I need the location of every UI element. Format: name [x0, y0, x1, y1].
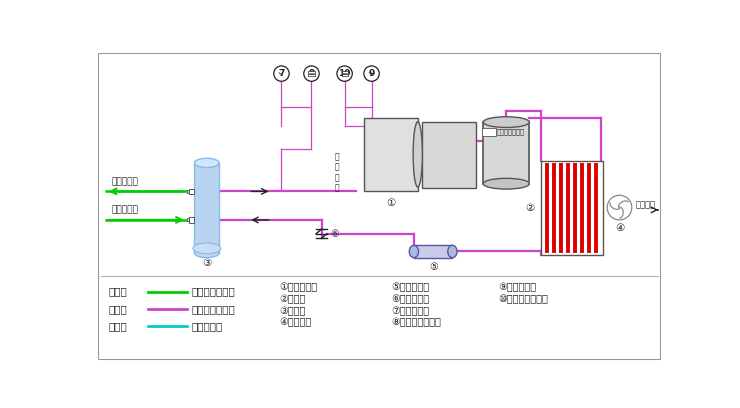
Text: 10: 10: [338, 69, 351, 78]
Ellipse shape: [413, 122, 423, 187]
Bar: [186, 218, 189, 222]
Text: 红色线: 红色线: [108, 304, 127, 314]
Text: ⑩高压压力控制器: ⑩高压压力控制器: [499, 294, 548, 304]
Text: ⑤: ⑤: [428, 262, 437, 272]
Ellipse shape: [448, 245, 457, 257]
Text: 绿色线: 绿色线: [108, 286, 127, 297]
Text: ⑦低压压力表: ⑦低压压力表: [391, 306, 429, 316]
Ellipse shape: [409, 245, 419, 257]
Text: 8: 8: [309, 69, 314, 78]
Ellipse shape: [195, 248, 219, 257]
Bar: [189, 189, 195, 194]
Bar: [482, 128, 496, 136]
Text: 低
压
吸
气: 低 压 吸 气: [334, 152, 339, 192]
Text: ⑨高压压力表: ⑨高压压力表: [499, 283, 536, 293]
Text: ④冷却风扇: ④冷却风扇: [279, 317, 312, 327]
Bar: [342, 71, 348, 76]
Text: 载冷剂循环回路: 载冷剂循环回路: [192, 286, 235, 297]
Text: ⑥供液膨胀阀: ⑥供液膨胀阀: [391, 294, 429, 304]
Text: ③蒸发器: ③蒸发器: [279, 306, 306, 316]
Text: ②冷凝器: ②冷凝器: [279, 294, 306, 304]
Text: 蓝色线: 蓝色线: [108, 321, 127, 331]
Bar: [195, 163, 219, 253]
Ellipse shape: [483, 117, 529, 127]
Text: 水循环回路: 水循环回路: [192, 321, 223, 331]
Text: 制冷剂循环回路: 制冷剂循环回路: [192, 304, 235, 314]
Text: 高压排气逆流阀: 高压排气逆流阀: [497, 128, 525, 135]
Text: ②: ②: [525, 203, 535, 213]
Bar: [189, 217, 195, 223]
Bar: [483, 122, 529, 184]
Bar: [309, 71, 314, 76]
Bar: [541, 161, 602, 255]
Text: 风向流动: 风向流动: [636, 201, 656, 210]
Ellipse shape: [195, 158, 219, 168]
Text: ⑤干燥过滤器: ⑤干燥过滤器: [391, 283, 429, 293]
Ellipse shape: [193, 243, 221, 254]
Text: ③: ③: [202, 258, 212, 268]
Text: 载冷剂出口: 载冷剂出口: [111, 177, 138, 186]
Bar: [414, 245, 452, 257]
Text: 7: 7: [278, 69, 285, 78]
Text: ④: ④: [615, 223, 624, 233]
Bar: [364, 118, 418, 191]
Text: ①螺杆压缩机: ①螺杆压缩机: [279, 283, 317, 293]
Text: ⑥: ⑥: [331, 229, 340, 239]
Text: ⑧低压压力控制器: ⑧低压压力控制器: [391, 317, 441, 327]
Text: 载冷剂流入: 载冷剂流入: [111, 206, 138, 215]
Bar: [186, 190, 189, 193]
Text: 9: 9: [369, 69, 374, 78]
Bar: [422, 122, 476, 188]
Ellipse shape: [483, 178, 529, 189]
Text: ①: ①: [386, 198, 395, 208]
